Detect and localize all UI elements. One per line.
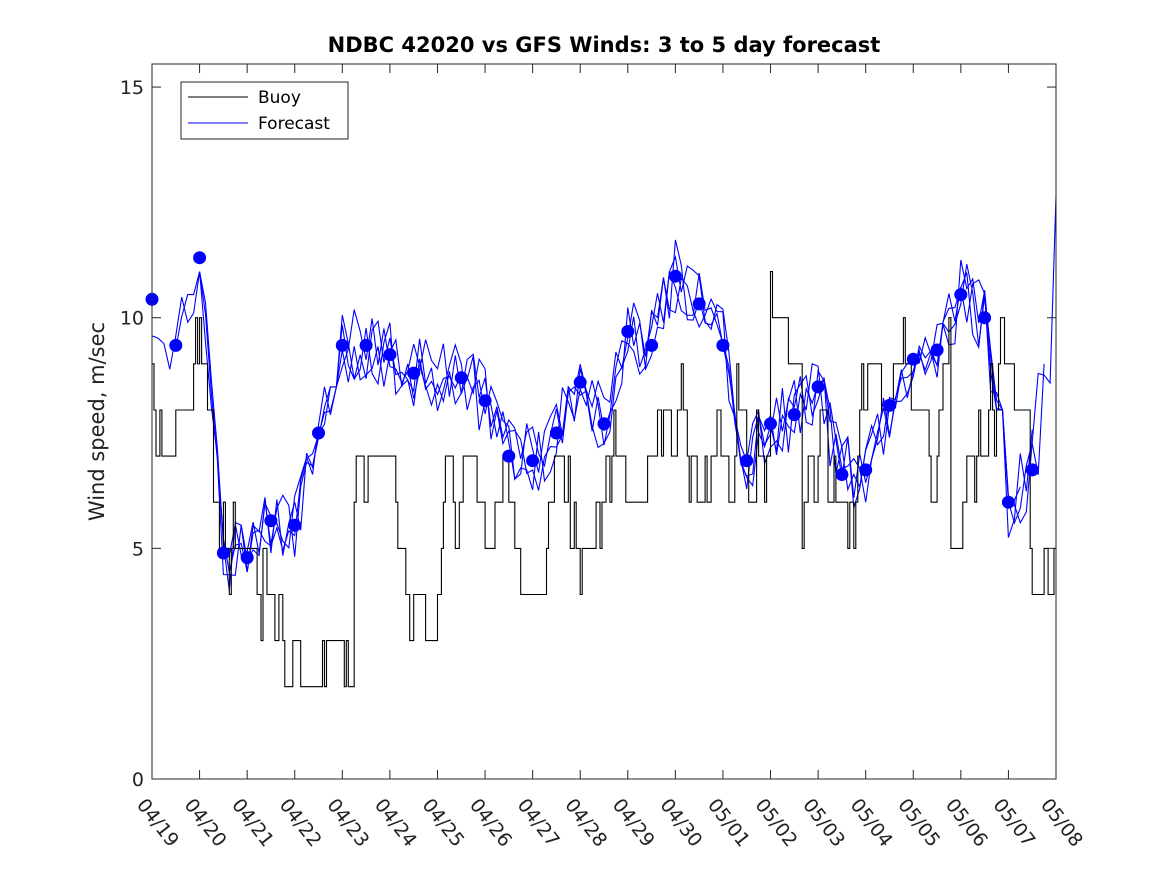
chart-title: NDBC 42020 vs GFS Winds: 3 to 5 day fore… bbox=[328, 33, 881, 57]
forecast-line-run-1 bbox=[151, 259, 1021, 576]
legend: Buoy Forecast bbox=[180, 81, 349, 140]
forecast-marker bbox=[978, 311, 992, 325]
legend-box bbox=[180, 81, 349, 140]
forecast-marker bbox=[478, 394, 492, 408]
y-tick-label: 0 bbox=[132, 769, 144, 791]
forecast-marker bbox=[549, 426, 563, 440]
forecast-marker bbox=[692, 297, 706, 311]
forecast-marker bbox=[407, 366, 421, 380]
y-axis-ticks: 0 5 10 15 bbox=[120, 77, 1056, 791]
forecast-marker bbox=[740, 454, 754, 468]
forecast-marker bbox=[764, 417, 777, 431]
legend-label-forecast: Forecast bbox=[258, 114, 330, 134]
forecast-marker bbox=[312, 426, 325, 440]
legend-label-buoy: Buoy bbox=[258, 88, 301, 108]
forecast-marker bbox=[383, 348, 397, 362]
plot-frame bbox=[151, 63, 1057, 780]
forecast-marker bbox=[668, 269, 682, 283]
forecast-marker bbox=[216, 546, 230, 560]
forecast-line-run-3 bbox=[199, 254, 1045, 573]
forecast-marker bbox=[597, 417, 611, 431]
forecast-marker bbox=[859, 463, 873, 477]
y-tick-label: 15 bbox=[120, 77, 144, 99]
forecast-marker bbox=[716, 338, 730, 352]
y-tick-label: 5 bbox=[132, 538, 144, 560]
forecast-marker bbox=[454, 371, 468, 385]
forecast-marker bbox=[526, 454, 540, 468]
forecast-marker bbox=[954, 288, 968, 302]
forecast-marker bbox=[240, 551, 254, 565]
y-axis-label: Wind speed, m/sec bbox=[85, 322, 109, 521]
forecast-marker bbox=[288, 518, 302, 532]
forecast-marker bbox=[193, 251, 207, 265]
buoy-series bbox=[152, 271, 1056, 688]
y-tick-label: 10 bbox=[120, 308, 144, 330]
forecast-marker bbox=[906, 352, 920, 366]
forecast-marker bbox=[169, 338, 183, 352]
forecast-marker bbox=[1025, 463, 1039, 477]
forecast-marker bbox=[502, 449, 516, 463]
forecast-marker bbox=[335, 338, 349, 352]
forecast-marker bbox=[264, 514, 278, 528]
forecast-marker bbox=[930, 343, 944, 357]
forecast-marker bbox=[1001, 495, 1015, 509]
forecast-marker bbox=[883, 398, 896, 412]
forecast-marker bbox=[573, 375, 587, 389]
forecast-marker bbox=[835, 468, 849, 481]
forecast-marker bbox=[621, 325, 635, 338]
buoy-line bbox=[152, 271, 1056, 688]
forecast-marker bbox=[787, 408, 801, 422]
forecast-marker bbox=[811, 380, 825, 394]
forecast-marker bbox=[359, 338, 373, 352]
forecast-marker bbox=[645, 338, 659, 352]
